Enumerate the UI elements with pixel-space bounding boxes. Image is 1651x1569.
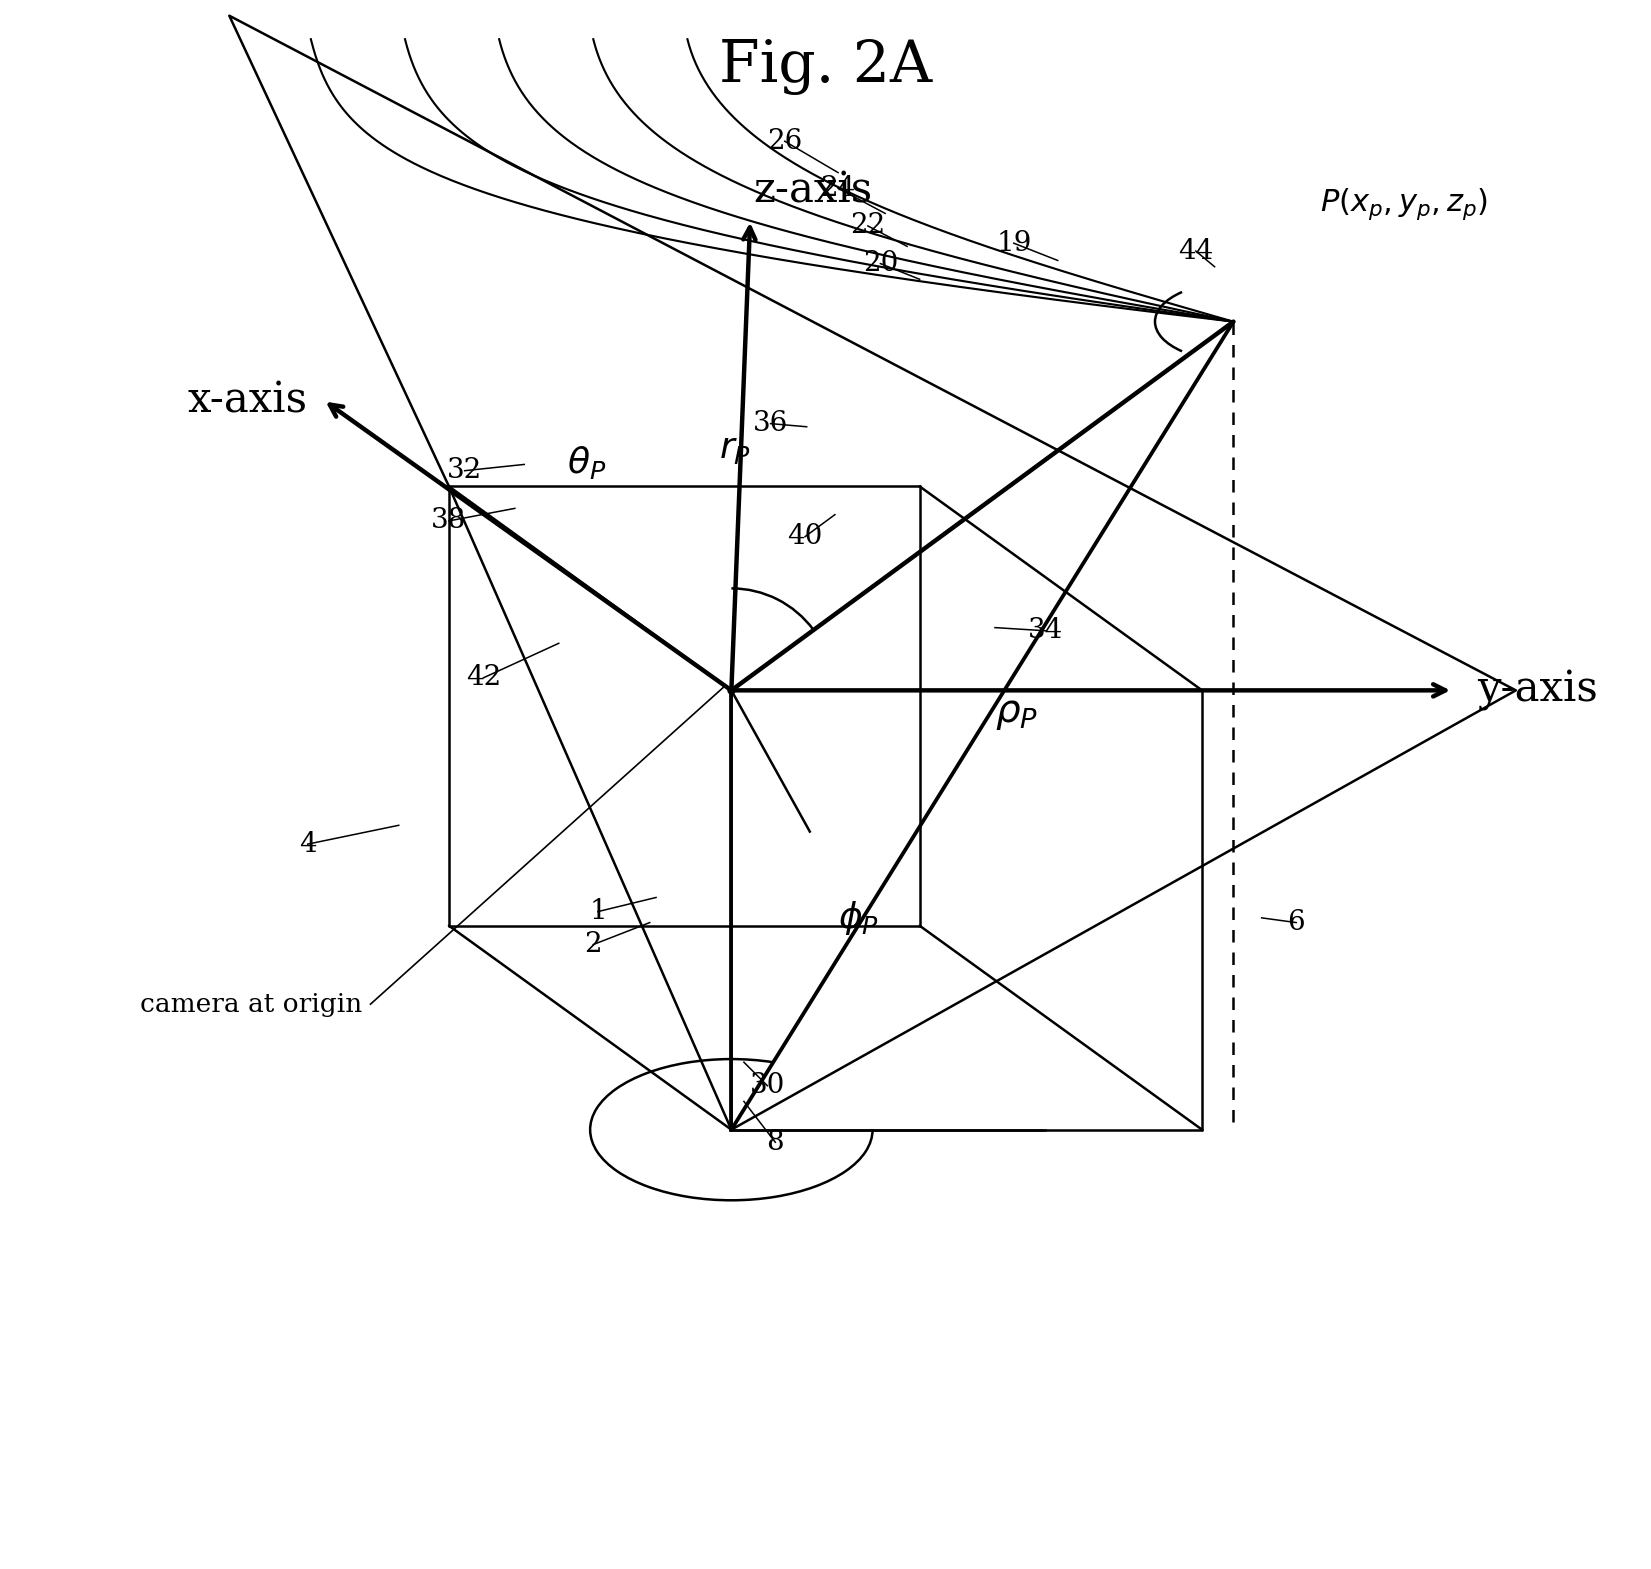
Text: 44: 44 [1179,237,1213,265]
Text: $P(x_p,y_p,z_p)$: $P(x_p,y_p,z_p)$ [1319,187,1488,221]
Text: Fig. 2A: Fig. 2A [718,39,933,96]
Text: z-axis: z-axis [753,169,872,212]
Text: 4: 4 [299,830,317,858]
Text: 26: 26 [768,127,802,155]
Text: $\theta_P$: $\theta_P$ [566,444,606,482]
Text: y-axis: y-axis [1476,670,1598,711]
Text: $\phi_P$: $\phi_P$ [839,899,878,937]
Text: 2: 2 [584,930,603,959]
Text: 34: 34 [1027,617,1063,645]
Text: 42: 42 [466,664,502,692]
Text: 22: 22 [850,212,885,240]
Text: 40: 40 [788,522,822,551]
Text: 20: 20 [863,249,898,278]
Text: 30: 30 [750,1072,786,1100]
Text: $r_P$: $r_P$ [718,431,751,466]
Text: 1: 1 [589,897,608,926]
Text: 19: 19 [996,229,1032,257]
Text: 6: 6 [1288,908,1304,937]
Text: 24: 24 [821,174,855,202]
Text: $\rho_P$: $\rho_P$ [996,695,1038,733]
Text: x-axis: x-axis [188,380,307,420]
Text: 32: 32 [447,457,482,485]
Text: camera at origin: camera at origin [140,992,363,1017]
Text: 36: 36 [753,410,788,438]
Text: 8: 8 [766,1128,784,1156]
Text: 38: 38 [431,507,467,535]
